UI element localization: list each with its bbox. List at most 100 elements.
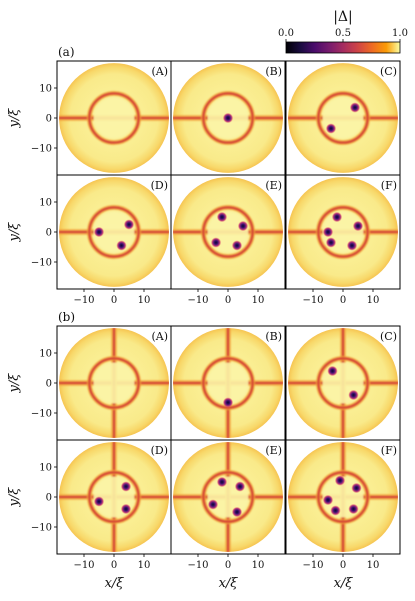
group-label: (a) — [58, 45, 75, 59]
vortex-point — [222, 397, 234, 408]
colorbar-tick-label: 0.0 — [278, 28, 294, 39]
vortex-point — [120, 503, 132, 515]
colorbar-tick-label: 0.5 — [335, 28, 351, 39]
y-tick-label: 0 — [46, 379, 52, 390]
vortex-point — [216, 211, 228, 223]
x-tick-label: −10 — [302, 560, 323, 571]
vortex-point — [327, 365, 338, 377]
heatmap-panel: (E) −10 0 10 x/ξ — [170, 439, 286, 591]
y-tick-label: −10 — [31, 258, 52, 269]
y-tick-label: 10 — [39, 349, 52, 360]
vortex-point — [231, 506, 243, 518]
heatmap-panel: (F) −10 0 10 x/ξ — [285, 439, 401, 591]
heatmap-panel: (D) 10 0 −10 y/ξ −10 0 10 — [7, 174, 172, 306]
x-tick-label: −10 — [73, 295, 94, 306]
x-tick-label: 0 — [225, 560, 231, 571]
x-tick-label: 10 — [252, 295, 265, 306]
x-tick-label: −10 — [73, 560, 94, 571]
colorbar-bar — [285, 41, 401, 54]
vortex-point — [231, 240, 243, 251]
vortex-point — [348, 389, 359, 401]
y-axis-label: y/ξ — [7, 373, 22, 394]
ring-interior — [93, 362, 135, 404]
y-tick-label: −10 — [31, 523, 52, 534]
ring-junction — [88, 92, 140, 144]
panel-group: (a)(A)100−10y/ξ(B) (C)(D)100−10y/ξ−10 0 10(… — [7, 45, 401, 306]
x-tick-label: 10 — [367, 295, 380, 306]
ring-junction — [202, 206, 254, 258]
panel-label: (B) — [265, 65, 282, 78]
x-tick-label: −10 — [187, 295, 208, 306]
heatmap-panel: (B) — [170, 325, 286, 441]
vortex-point — [346, 240, 358, 251]
vortex-point — [116, 240, 127, 251]
panel-label: (C) — [380, 330, 397, 343]
heatmap-panel: (F) −10 0 10 — [285, 174, 401, 306]
vortex-point — [330, 505, 341, 516]
x-tick-label: 10 — [252, 560, 265, 571]
x-tick-label: 0 — [340, 560, 346, 571]
vortex-point — [234, 481, 246, 492]
y-tick-label: 10 — [39, 198, 52, 209]
x-tick-label: −10 — [302, 295, 323, 306]
panel-group: (b) (A) 10 0 −10 y/ξ (B) (C) (D) 10 0 −10 y/ξ −10 0 10 x… — [7, 310, 401, 591]
vortex-point — [237, 220, 249, 232]
ring-junction — [317, 206, 369, 258]
heatmap-panel: (A) 10 0 −10 y/ξ — [7, 325, 172, 441]
heatmap-panel: (C) — [285, 325, 401, 441]
heatmap-panel: (C) — [285, 60, 401, 176]
y-axis-label: y/ξ — [7, 487, 22, 508]
panel-label: (B) — [265, 330, 282, 343]
ring-junction — [317, 92, 369, 144]
ring-interior — [93, 97, 135, 139]
x-tick-label: 0 — [340, 295, 346, 306]
vortex-point — [334, 475, 346, 486]
vortex-point — [93, 226, 105, 238]
y-axis-label: y/ξ — [7, 222, 22, 243]
x-tick-label: −10 — [187, 560, 208, 571]
heatmap-panel: (A) 10 0 −10 y/ξ — [7, 60, 172, 176]
ring-junction — [317, 357, 369, 409]
vortex-point — [93, 496, 105, 507]
vortex-point — [207, 499, 219, 510]
x-tick-label: 0 — [111, 295, 117, 306]
panel-groups: (a)(A)100−10y/ξ(B) (C)(D)100−10y/ξ−10 0 10(… — [7, 45, 401, 591]
y-tick-label: 0 — [46, 493, 52, 504]
y-tick-label: 10 — [39, 463, 52, 474]
y-axis-label: y/ξ — [7, 108, 22, 129]
heatmap-panel: (E) −10 0 10 — [170, 174, 286, 306]
heatmap-panel: (B) — [170, 60, 286, 176]
x-tick-label: 10 — [138, 295, 151, 306]
colorbar-ticks: 0.0 0.5 1.0 — [278, 28, 408, 42]
vortex-point — [352, 220, 364, 232]
y-tick-label: 10 — [39, 84, 52, 95]
panel-label: (D) — [151, 444, 168, 457]
x-tick-label: 0 — [225, 295, 231, 306]
ring-junction — [317, 471, 369, 523]
ring-junction — [88, 206, 140, 258]
x-axis-label: x/ξ — [105, 576, 125, 591]
x-axis-label: x/ξ — [334, 576, 354, 591]
x-axis-label: x/ξ — [219, 576, 239, 591]
vortex-point — [216, 476, 228, 488]
panel-label: (E) — [265, 179, 282, 192]
vortex-point — [120, 481, 132, 492]
y-tick-label: 0 — [46, 228, 52, 239]
panel-label: (D) — [151, 179, 168, 192]
y-tick-label: 0 — [46, 114, 52, 125]
vortex-point — [348, 503, 359, 515]
panel-label: (F) — [381, 179, 397, 192]
vortex-point — [322, 226, 334, 238]
x-tick-label: 0 — [111, 560, 117, 571]
ring-junction — [88, 357, 140, 409]
panel-label: (F) — [381, 444, 397, 457]
vortex-point — [331, 211, 343, 223]
colorbar: |Δ| 0.0 0.5 1.0 — [278, 9, 408, 54]
panel-label: (E) — [265, 444, 282, 457]
colorbar-label: |Δ| — [333, 9, 353, 25]
panel-label: (C) — [380, 65, 397, 78]
colorbar-tick-label: 1.0 — [392, 28, 408, 39]
x-tick-label: 10 — [367, 560, 380, 571]
vortex-point — [325, 123, 337, 134]
